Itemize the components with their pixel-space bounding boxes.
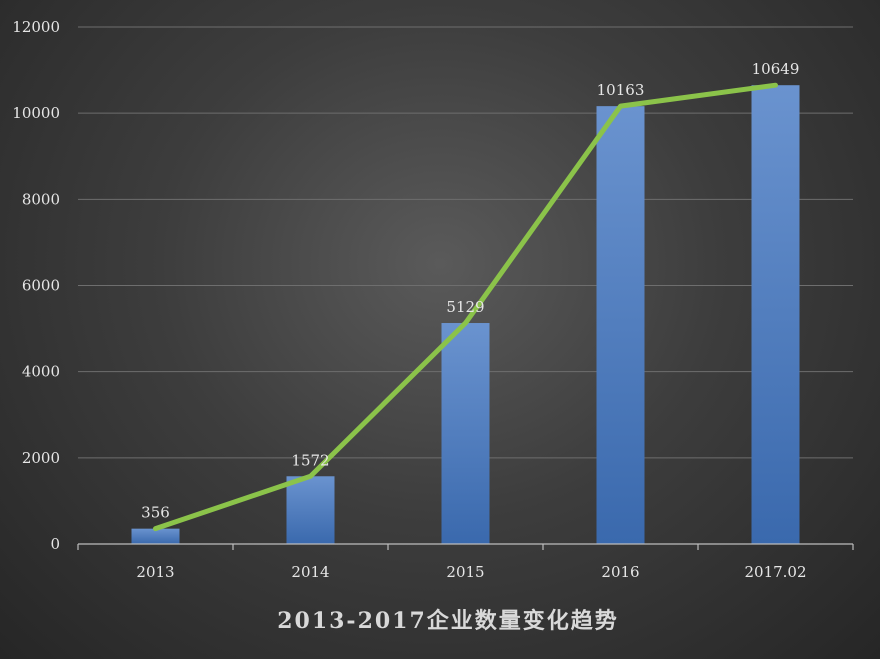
- x-axis-tick-labels: 2013 2014 2015 2016 2017.02: [136, 563, 806, 581]
- y-tick-label: 4000: [22, 363, 60, 381]
- x-tick-label: 2015: [446, 563, 484, 581]
- data-label: 10163: [597, 81, 645, 99]
- bars: [131, 85, 800, 545]
- bar: [441, 323, 490, 544]
- data-label: 356: [141, 504, 170, 522]
- bar: [596, 106, 645, 545]
- trend-line-series: [153, 82, 778, 532]
- chart-title: 2013-2017企业数量变化趋势: [277, 608, 619, 634]
- data-label: 5129: [446, 298, 484, 316]
- x-axis: [77, 543, 854, 550]
- data-label: 1572: [291, 451, 329, 469]
- bar: [286, 476, 335, 544]
- x-tick-label: 2013: [136, 563, 174, 581]
- trend-line: [153, 82, 778, 532]
- y-tick-label: 0: [50, 535, 60, 553]
- y-tick-label: 8000: [22, 190, 60, 208]
- x-tick-label: 2014: [291, 563, 329, 581]
- y-tick-label: 12000: [12, 18, 60, 36]
- y-tick-label: 2000: [22, 449, 60, 467]
- bar: [131, 528, 180, 544]
- gridlines: [78, 26, 853, 459]
- data-labels: 356 1572 5129 10163 10649: [141, 60, 799, 521]
- y-tick-label: 10000: [12, 104, 60, 122]
- data-label: 10649: [752, 60, 800, 78]
- x-tick-label: 2017.02: [744, 563, 806, 581]
- y-axis-tick-labels: 0 2000 4000 6000 8000 10000 12000: [12, 18, 60, 553]
- bar: [751, 85, 800, 545]
- y-tick-label: 6000: [22, 277, 60, 295]
- x-tick-label: 2016: [601, 563, 639, 581]
